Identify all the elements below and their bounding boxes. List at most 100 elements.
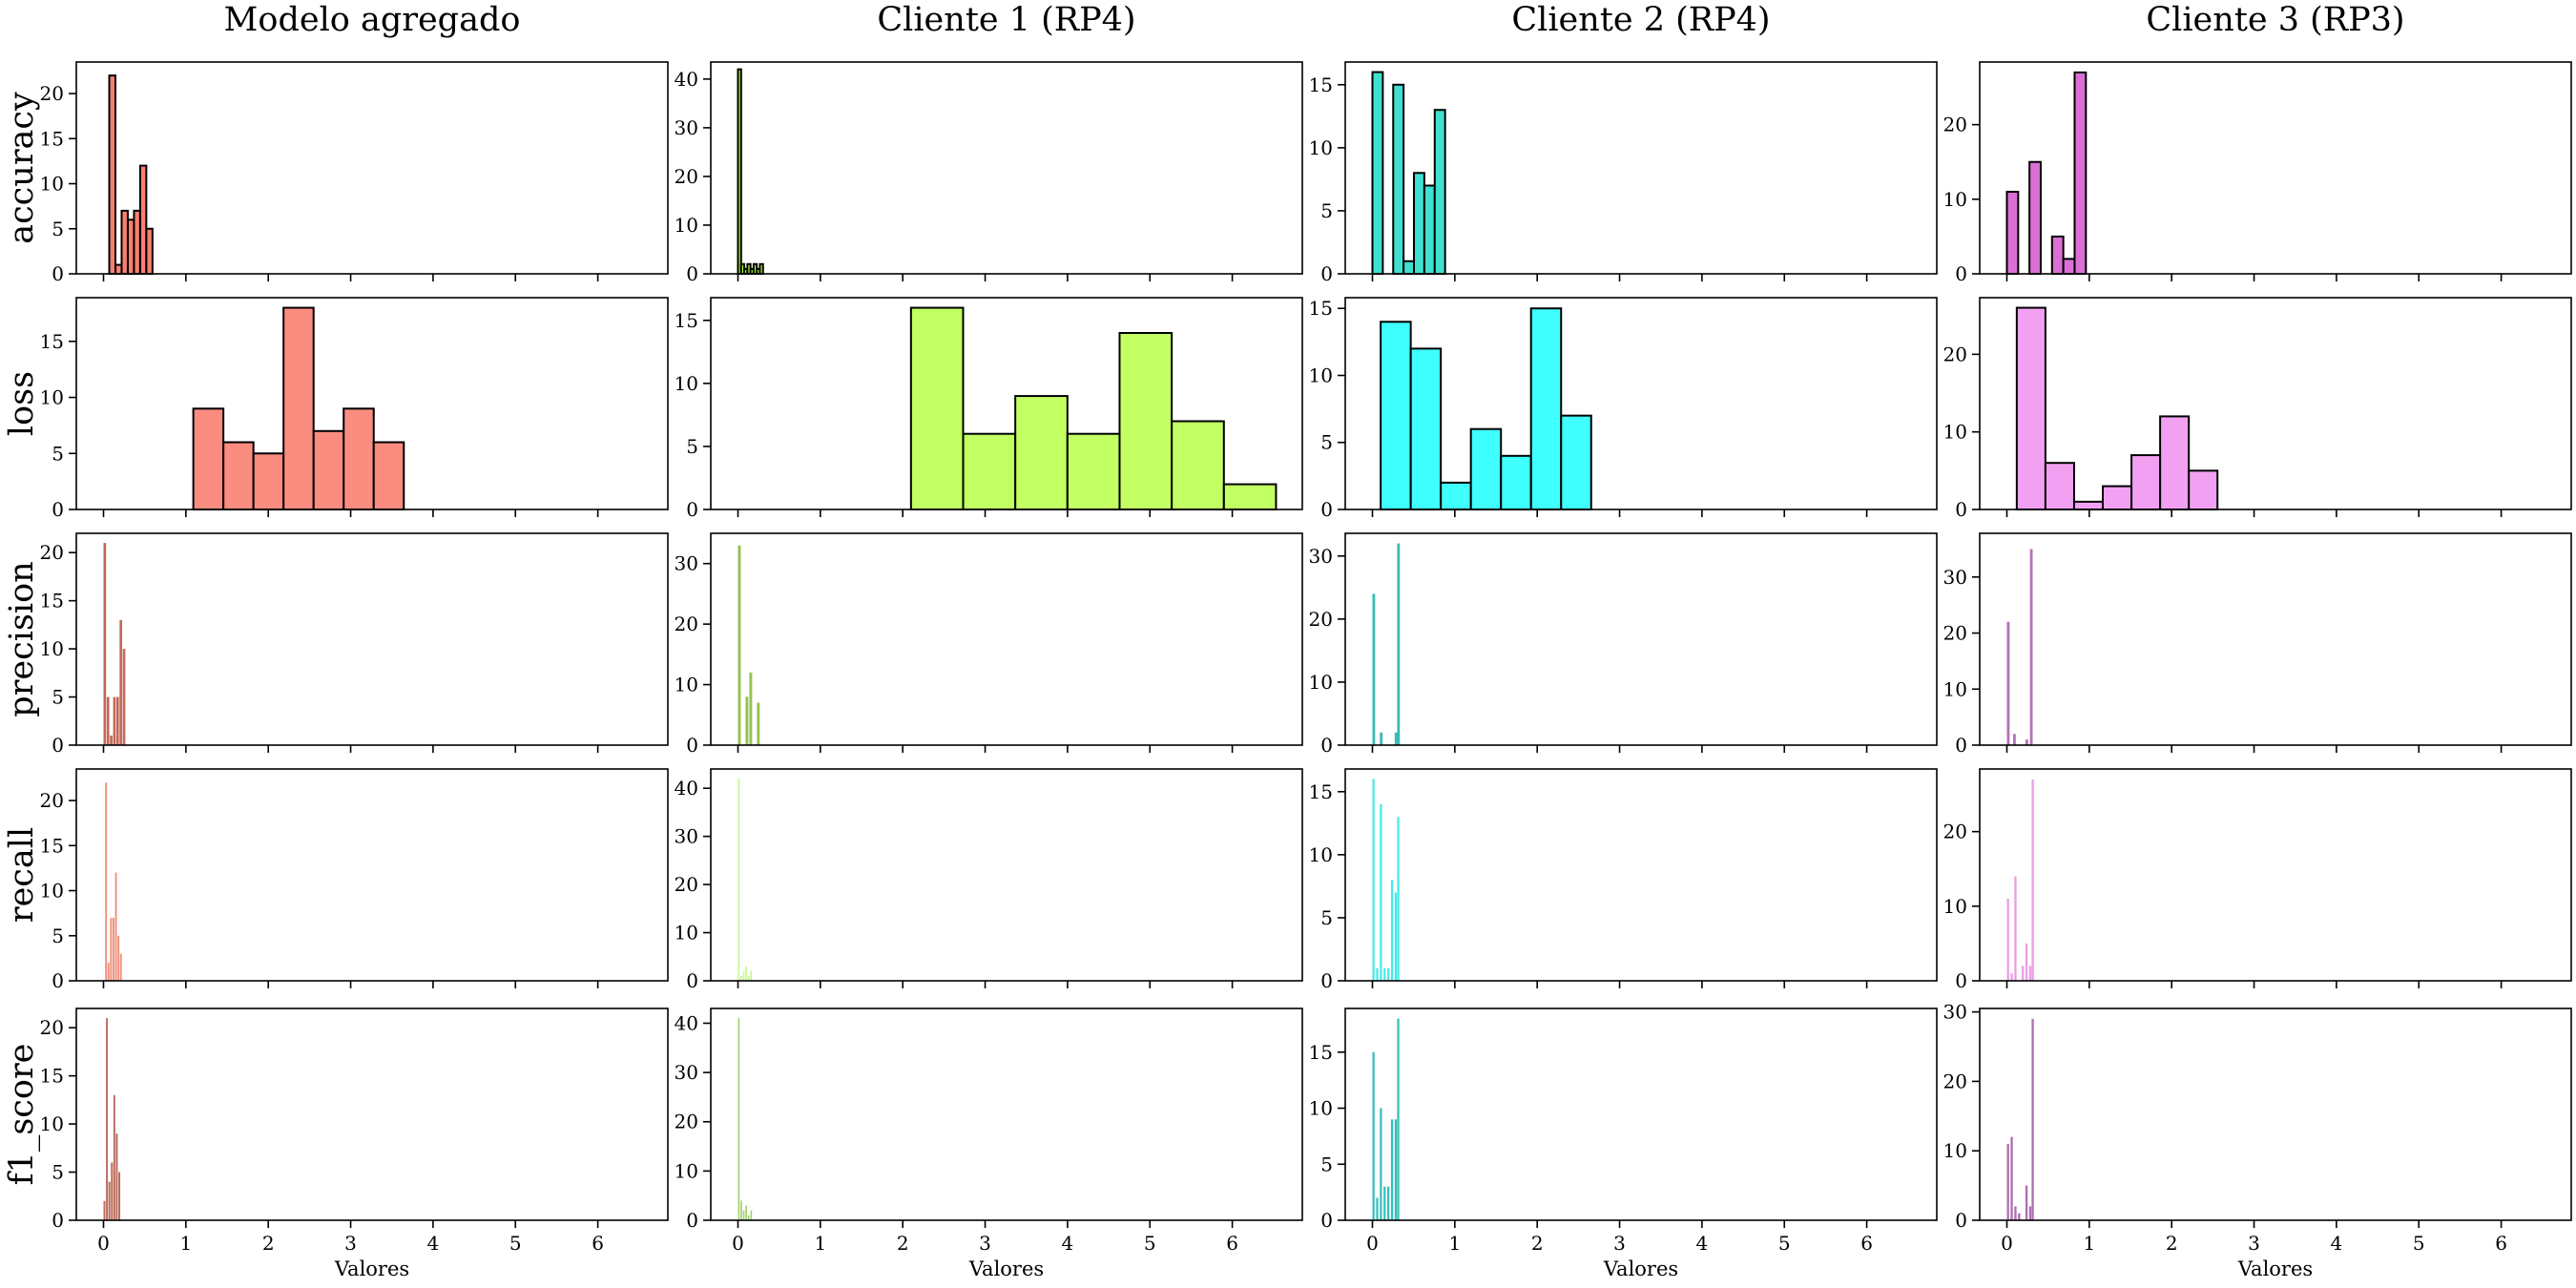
- histogram-bar: [2130, 454, 2162, 511]
- histogram-bar: [1392, 83, 1405, 275]
- y-tick-label: 0: [1955, 262, 1967, 285]
- y-tick-label: 10: [1309, 364, 1333, 386]
- y-tick-label: 10: [675, 214, 698, 237]
- histogram-bar: [1380, 804, 1382, 981]
- column-title: Cliente 1 (RP4): [877, 1, 1135, 39]
- x-tick-label: 4: [2331, 1232, 2343, 1255]
- y-tick-label: 0: [52, 1209, 64, 1232]
- y-tick-label: 5: [52, 924, 64, 947]
- y-tick-label: 10: [675, 372, 698, 395]
- histogram-bar: [1380, 732, 1383, 745]
- histogram-bar: [745, 696, 749, 745]
- histogram-bar: [2031, 779, 2034, 981]
- y-tick-label: 20: [675, 1111, 698, 1133]
- histogram-bar: [1118, 332, 1174, 510]
- y-tick-label: 0: [686, 734, 698, 757]
- y-tick-label: 20: [1309, 608, 1333, 631]
- x-tick-label: 5: [2413, 1232, 2425, 1255]
- y-tick-label: 10: [1943, 895, 1967, 918]
- histogram-bar: [742, 970, 745, 981]
- histogram-bar: [343, 407, 375, 510]
- x-tick-label: 0: [732, 1232, 744, 1255]
- histogram-bar: [2102, 485, 2133, 511]
- histogram-bar: [112, 917, 114, 981]
- y-tick-label: 30: [675, 1061, 698, 1084]
- histogram-bar: [742, 1210, 745, 1220]
- y-tick-label: 10: [1309, 843, 1333, 866]
- histogram-bar: [115, 1133, 118, 1220]
- histogram-bar: [747, 975, 750, 981]
- x-tick-label: 6: [2495, 1232, 2507, 1255]
- y-tick-label: 30: [675, 825, 698, 848]
- y-tick-label: 40: [675, 777, 698, 800]
- x-tick-label: 2: [897, 1232, 909, 1255]
- y-tick-label: 10: [40, 173, 64, 196]
- y-tick-label: 10: [1943, 421, 1967, 444]
- histogram-bar: [2028, 1206, 2032, 1220]
- axes-frame: [75, 1008, 669, 1221]
- histogram-bar: [113, 1094, 115, 1220]
- histogram-panel: 0 5 10 15: [675, 297, 1303, 521]
- histogram-bar: [1376, 1197, 1379, 1220]
- histogram-bar: [1409, 347, 1443, 510]
- histogram-bar: [745, 1205, 747, 1220]
- y-tick-label: 15: [40, 834, 64, 857]
- histogram-bar: [1222, 483, 1278, 511]
- histogram-panel: 0 5 10 15: [1309, 768, 1938, 992]
- axes-frame: [1344, 768, 1938, 982]
- y-tick-label: 15: [1309, 780, 1333, 803]
- y-tick-label: 0: [1320, 969, 1333, 992]
- histogram-bar: [2022, 966, 2025, 981]
- histogram-panel: 0 5 10 15 20: [40, 61, 669, 285]
- histogram-bar: [1387, 967, 1390, 981]
- histogram-bar: [2025, 1185, 2028, 1220]
- histogram-panel: 0 10 20: [1943, 768, 2572, 992]
- y-tick-label: 10: [1309, 1097, 1333, 1120]
- y-tick-label: 0: [1955, 734, 1967, 757]
- row-label: f1_score: [3, 1044, 41, 1186]
- y-tick-label: 20: [40, 789, 64, 812]
- histogram-bar: [750, 1210, 753, 1220]
- histogram-bar: [1376, 967, 1379, 981]
- histogram-bar: [1469, 427, 1503, 510]
- x-tick-label: 1: [179, 1232, 192, 1255]
- y-tick-label: 5: [1320, 906, 1333, 929]
- y-tick-label: 0: [686, 1209, 698, 1232]
- x-tick-label: 6: [592, 1232, 604, 1255]
- y-tick-label: 30: [675, 116, 698, 139]
- column-title: Cliente 3 (RP3): [2146, 1, 2404, 39]
- histogram-bar: [2072, 500, 2105, 510]
- y-tick-label: 20: [1943, 622, 1967, 645]
- axes-frame: [710, 297, 1303, 510]
- x-tick-label: 4: [427, 1232, 440, 1255]
- histogram-bar: [2006, 621, 2010, 745]
- histogram-bar: [192, 407, 225, 510]
- histogram-bar: [737, 545, 741, 745]
- histogram-bar: [1433, 109, 1446, 276]
- y-tick-label: 5: [686, 435, 698, 458]
- y-tick-label: 10: [1943, 1139, 1967, 1162]
- y-tick-label: 40: [675, 68, 698, 91]
- y-tick-label: 20: [1943, 114, 1967, 136]
- histogram-bar: [2018, 1213, 2021, 1220]
- x-tick-label: 2: [262, 1232, 275, 1255]
- histogram-panel: 0 5 10 15 20: [40, 532, 669, 757]
- histogram-panel: 0 10 20 30: [675, 532, 1303, 757]
- y-tick-label: 0: [1320, 262, 1333, 285]
- axes-frame: [710, 532, 1303, 746]
- y-tick-label: 10: [40, 637, 64, 660]
- x-tick-label: 4: [1696, 1232, 1709, 1255]
- histogram-bar: [962, 432, 1017, 511]
- histogram-bar: [1397, 1018, 1400, 1220]
- y-tick-label: 5: [52, 218, 64, 240]
- y-tick-label: 0: [1320, 498, 1333, 521]
- histogram-bar: [2044, 462, 2075, 511]
- histogram-bar: [118, 1172, 121, 1220]
- histogram-bar: [750, 970, 753, 981]
- histogram-bar: [106, 1018, 109, 1220]
- histogram-bar: [2010, 973, 2013, 981]
- histogram-bar: [740, 975, 742, 981]
- histogram-bar: [758, 262, 764, 275]
- y-tick-label: 10: [675, 1159, 698, 1182]
- histogram-bar: [2188, 469, 2219, 511]
